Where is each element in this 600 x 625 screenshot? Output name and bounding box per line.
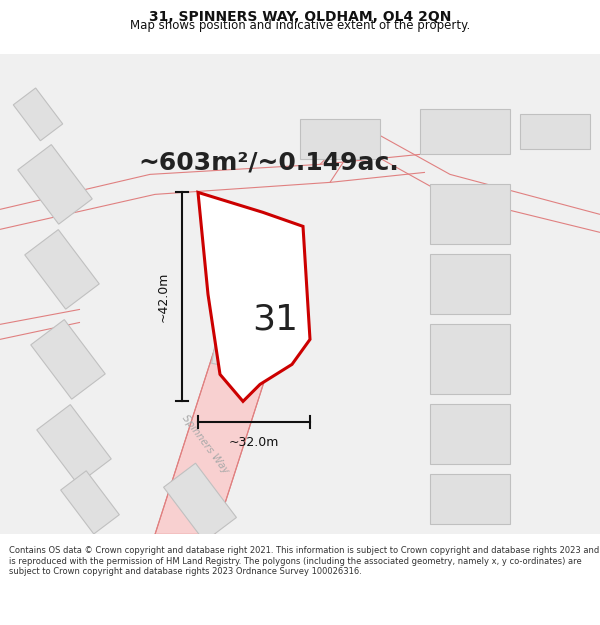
Text: ~42.0m: ~42.0m bbox=[157, 272, 170, 322]
Polygon shape bbox=[430, 404, 510, 464]
Text: Map shows position and indicative extent of the property.: Map shows position and indicative extent… bbox=[130, 19, 470, 31]
Polygon shape bbox=[430, 254, 510, 314]
Polygon shape bbox=[430, 474, 510, 524]
Text: ~603m²/~0.149ac.: ~603m²/~0.149ac. bbox=[138, 151, 399, 174]
Text: ~32.0m: ~32.0m bbox=[229, 436, 279, 449]
Text: 31, SPINNERS WAY, OLDHAM, OL4 2QN: 31, SPINNERS WAY, OLDHAM, OL4 2QN bbox=[149, 10, 451, 24]
Polygon shape bbox=[155, 254, 305, 534]
Polygon shape bbox=[0, 54, 600, 534]
Polygon shape bbox=[37, 404, 111, 484]
Text: Spinners Way: Spinners Way bbox=[180, 413, 230, 476]
Polygon shape bbox=[25, 229, 99, 309]
Text: Contains OS data © Crown copyright and database right 2021. This information is : Contains OS data © Crown copyright and d… bbox=[9, 546, 599, 576]
Polygon shape bbox=[198, 192, 310, 401]
Polygon shape bbox=[61, 471, 119, 534]
Polygon shape bbox=[18, 144, 92, 224]
Polygon shape bbox=[300, 119, 380, 159]
Polygon shape bbox=[430, 184, 510, 244]
Polygon shape bbox=[212, 314, 284, 374]
Polygon shape bbox=[420, 109, 510, 154]
Polygon shape bbox=[164, 463, 236, 542]
Text: 31: 31 bbox=[252, 302, 298, 336]
Polygon shape bbox=[520, 114, 590, 149]
Polygon shape bbox=[13, 88, 63, 141]
Polygon shape bbox=[430, 324, 510, 394]
Polygon shape bbox=[31, 319, 105, 399]
